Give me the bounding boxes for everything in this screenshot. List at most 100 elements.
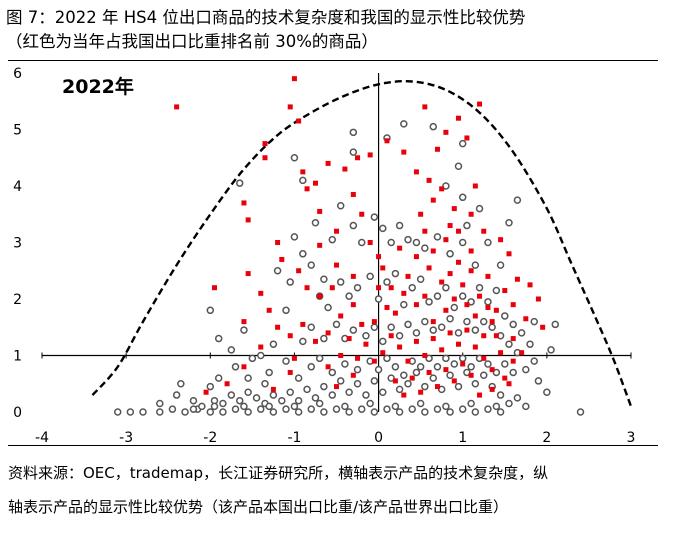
point-other-97	[454, 329, 463, 337]
point-other-100	[480, 317, 488, 326]
point-top30-25	[413, 169, 419, 175]
point-other-223	[492, 402, 501, 411]
point-other-38	[307, 261, 316, 269]
point-top30-139	[241, 364, 247, 370]
point-other-161	[320, 408, 328, 416]
point-top30-43	[535, 296, 541, 302]
point-top30-117	[418, 389, 424, 395]
point-other-129	[395, 385, 404, 394]
point-other-15	[496, 261, 505, 269]
point-top30-98	[346, 336, 352, 342]
point-other-21	[530, 357, 538, 365]
point-top30-124	[270, 386, 276, 392]
y-tick-label: 4	[13, 179, 22, 195]
point-other-171	[446, 408, 454, 416]
point-top30-70	[430, 319, 436, 325]
point-top30-6	[241, 200, 247, 206]
point-top30-62	[380, 265, 386, 271]
point-other-195	[383, 354, 391, 363]
point-other-27	[240, 326, 248, 334]
point-other-109	[227, 391, 236, 399]
point-other-0	[235, 179, 244, 187]
source-note-line2: 轴表示产品的显示性比较优势（该产品本国出口比重/该产品世界出口比重）	[8, 498, 509, 516]
point-other-196	[391, 363, 400, 371]
point-other-72	[467, 298, 475, 306]
point-other-68	[433, 292, 442, 300]
point-other-182	[214, 374, 223, 382]
scatter-chart: 0 1 2 3 4 5 6 -4 -3 -2 -1 0 1 2 3 2022年	[13, 66, 635, 445]
point-top30-81	[485, 304, 491, 310]
point-other-35	[290, 233, 299, 241]
point-top30-142	[481, 333, 487, 339]
point-other-149	[168, 405, 177, 413]
point-other-91	[404, 320, 412, 329]
point-top30-71	[439, 279, 445, 285]
point-other-22	[543, 388, 551, 396]
point-top30-46	[510, 336, 516, 342]
point-top30-116	[426, 369, 432, 375]
point-top30-76	[460, 282, 466, 288]
point-top30-144	[472, 183, 478, 189]
point-top30-57	[350, 273, 356, 279]
point-other-187	[294, 374, 303, 382]
point-top30-147	[338, 313, 344, 319]
point-top30-135	[397, 245, 403, 251]
point-other-133	[429, 374, 438, 382]
point-other-4	[349, 148, 358, 156]
point-top30-123	[203, 389, 209, 395]
point-other-120	[320, 382, 328, 391]
point-top30-41	[514, 276, 520, 282]
point-top30-148	[519, 350, 525, 356]
point-top30-93	[388, 333, 394, 339]
point-top30-63	[388, 285, 394, 291]
point-top30-12	[266, 307, 272, 313]
point-other-174	[484, 405, 492, 413]
point-top30-4	[262, 141, 268, 147]
point-top30-9	[211, 285, 217, 291]
point-other-213	[240, 402, 248, 411]
point-other-169	[421, 408, 429, 416]
point-other-137	[463, 368, 471, 377]
point-other-183	[231, 363, 240, 371]
point-top30-60	[367, 240, 373, 245]
point-other-41	[336, 202, 345, 210]
point-other-63	[391, 269, 400, 278]
point-top30-2	[287, 104, 293, 110]
point-other-191	[341, 360, 349, 368]
x-tick-label: -3	[119, 430, 133, 445]
point-top30-109	[498, 350, 504, 356]
point-other-221	[442, 402, 450, 411]
figure-title: 图 7：2022 年 HS4 位出口商品的技术复杂度和我国的显示性比较优势 （红…	[6, 6, 525, 54]
point-other-212	[210, 402, 219, 411]
y-tick-label: 3	[13, 236, 22, 252]
point-other-28	[257, 351, 265, 360]
point-other-88	[379, 337, 387, 346]
point-other-82	[320, 334, 328, 343]
point-other-43	[357, 238, 366, 247]
point-other-77	[509, 320, 517, 329]
point-top30-54	[317, 293, 323, 299]
point-top30-38	[481, 228, 487, 234]
point-top30-103	[287, 333, 293, 339]
point-top30-65	[401, 290, 407, 296]
point-other-60	[366, 272, 374, 281]
point-top30-11	[258, 290, 264, 296]
x-tick-label: -2	[203, 430, 217, 445]
point-other-73	[475, 283, 484, 292]
point-top30-137	[371, 319, 377, 325]
point-top30-131	[468, 248, 474, 254]
point-other-189	[315, 354, 324, 363]
point-top30-74	[451, 296, 457, 302]
bottom-rule	[8, 445, 658, 446]
point-other-128	[387, 374, 395, 382]
point-other-116	[286, 388, 294, 396]
point-other-59	[353, 283, 362, 292]
point-other-106	[534, 377, 543, 385]
point-other-159	[294, 408, 303, 416]
point-other-177	[172, 391, 181, 399]
point-top30-97	[355, 355, 361, 361]
point-other-50	[421, 244, 429, 252]
point-top30-101	[312, 338, 318, 344]
point-top30-13	[300, 169, 306, 175]
point-top30-89	[422, 353, 428, 358]
